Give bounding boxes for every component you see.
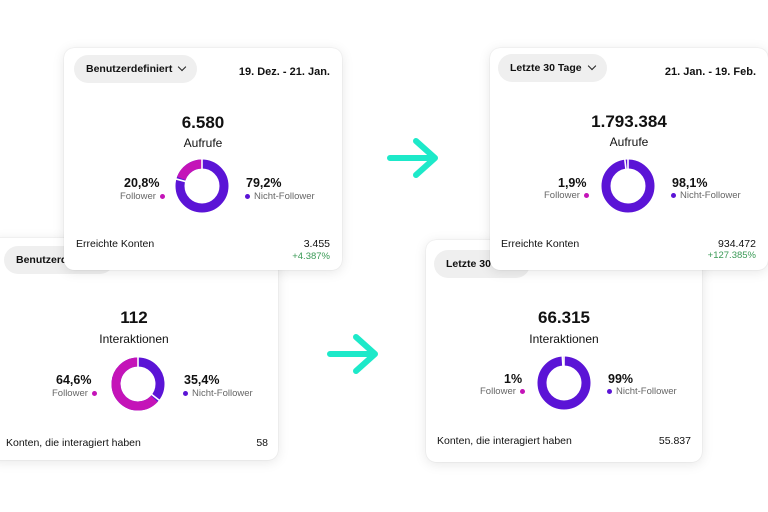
- follower-donut-chart: [111, 356, 165, 411]
- interactions-label: Interaktionen: [99, 332, 169, 346]
- date-range-text: 19. Dez. - 21. Jan.: [238, 66, 330, 78]
- accounts-engaged-label: Konten, die interagiert haben: [6, 437, 141, 449]
- nonfollower-dot-icon: [671, 193, 676, 198]
- follower-legend-label: Follower: [544, 190, 580, 201]
- arrow-right-icon: [327, 334, 378, 374]
- arrow-right-icon: [387, 138, 438, 178]
- follower-donut-chart: [537, 355, 591, 410]
- interactions-total: 112: [120, 308, 148, 327]
- nonfollower-legend-label: Nicht-Follower: [192, 388, 253, 399]
- views-card-before: Benutzerdefiniert 19. Dez. - 21. Jan. 6.…: [64, 48, 342, 270]
- views-total: 1.793.384: [591, 112, 667, 131]
- nonfollower-legend: Nicht-Follower: [671, 190, 741, 201]
- interactions-card-after: Letzte 30 Tage 66.315 Interaktionen 1% F…: [426, 240, 702, 462]
- follower-dot-icon: [159, 194, 165, 199]
- date-range-text: 21. Jan. - 19. Feb.: [664, 66, 756, 78]
- nonfollower-legend-label: Nicht-Follower: [254, 191, 315, 202]
- views-label: Aufrufe: [609, 135, 649, 149]
- interactions-card-before: Benutzerdefiniert 112 Interaktionen 64,6…: [0, 238, 278, 460]
- follower-donut-chart: [601, 158, 655, 213]
- nonfollower-legend-label: Nicht-Follower: [680, 190, 741, 201]
- accounts-engaged-label: Konten, die interagiert haben: [437, 435, 572, 447]
- nonfollower-percent: 35,4%: [184, 373, 220, 387]
- views-total: 6.580: [181, 113, 225, 132]
- nonfollower-legend: Nicht-Follower: [183, 388, 253, 399]
- follower-legend: Follower: [544, 190, 589, 201]
- follower-percent: 64,6%: [56, 373, 92, 387]
- follower-percent: 1%: [504, 372, 523, 386]
- arrow-right-shape: [387, 138, 438, 178]
- nonfollower-percent: 99%: [608, 372, 634, 386]
- nonfollower-percent: 98,1%: [672, 176, 708, 190]
- arrow-right-shape: [327, 334, 378, 374]
- views-card-after: Letzte 30 Tage 21. Jan. - 19. Feb. 1.793…: [490, 48, 768, 270]
- date-range-button[interactable]: Benutzerdefiniert: [74, 55, 198, 83]
- accounts-engaged-value: 55.837: [658, 435, 691, 447]
- follower-legend: Follower: [120, 191, 165, 202]
- slice-separator: [623, 158, 627, 170]
- nonfollower-dot-icon: [607, 389, 612, 394]
- follower-legend-label: Follower: [52, 388, 88, 399]
- nonfollower-slice: [601, 159, 655, 213]
- nonfollower-legend-label: Nicht-Follower: [616, 386, 677, 397]
- interactions-total: 66.315: [538, 308, 590, 327]
- accounts-reached-label: Erreichte Konten: [76, 238, 155, 250]
- accounts-reached-change: +127.385%: [707, 250, 756, 261]
- follower-legend: Follower: [480, 386, 525, 397]
- follower-dot-icon: [91, 391, 97, 396]
- slice-separator: [561, 355, 564, 367]
- follower-legend-label: Follower: [480, 386, 516, 397]
- date-range-button[interactable]: Letzte 30 Tage: [498, 54, 607, 82]
- follower-donut-chart: [175, 158, 229, 213]
- accounts-reached-value: 3.455: [303, 238, 330, 250]
- views-label: Aufrufe: [183, 136, 223, 150]
- follower-dot-icon: [583, 193, 589, 198]
- slice-separator: [150, 393, 161, 402]
- follower-legend: Follower: [52, 388, 97, 399]
- date-range-button-label: Letzte 30 Tage: [510, 62, 582, 74]
- nonfollower-legend: Nicht-Follower: [607, 386, 677, 397]
- nonfollower-slice: [537, 356, 591, 410]
- chevron-down-icon: [587, 61, 596, 71]
- follower-percent: 1,9%: [558, 176, 587, 190]
- chevron-down-icon: [178, 62, 187, 72]
- nonfollower-legend: Nicht-Follower: [245, 191, 315, 202]
- accounts-reached-change: +4.387%: [292, 251, 330, 262]
- nonfollower-dot-icon: [245, 194, 250, 199]
- nonfollower-dot-icon: [183, 391, 188, 396]
- follower-percent: 20,8%: [124, 176, 160, 190]
- accounts-reached-value: 934.472: [718, 238, 756, 250]
- follower-legend-label: Follower: [120, 191, 156, 202]
- follower-dot-icon: [519, 389, 525, 394]
- nonfollower-percent: 79,2%: [246, 176, 282, 190]
- accounts-engaged-value: 58: [256, 437, 268, 449]
- accounts-reached-label: Erreichte Konten: [501, 238, 580, 250]
- slice-separator: [175, 178, 187, 183]
- interactions-label: Interaktionen: [529, 332, 599, 346]
- date-range-button-label: Benutzerdefiniert: [86, 63, 173, 75]
